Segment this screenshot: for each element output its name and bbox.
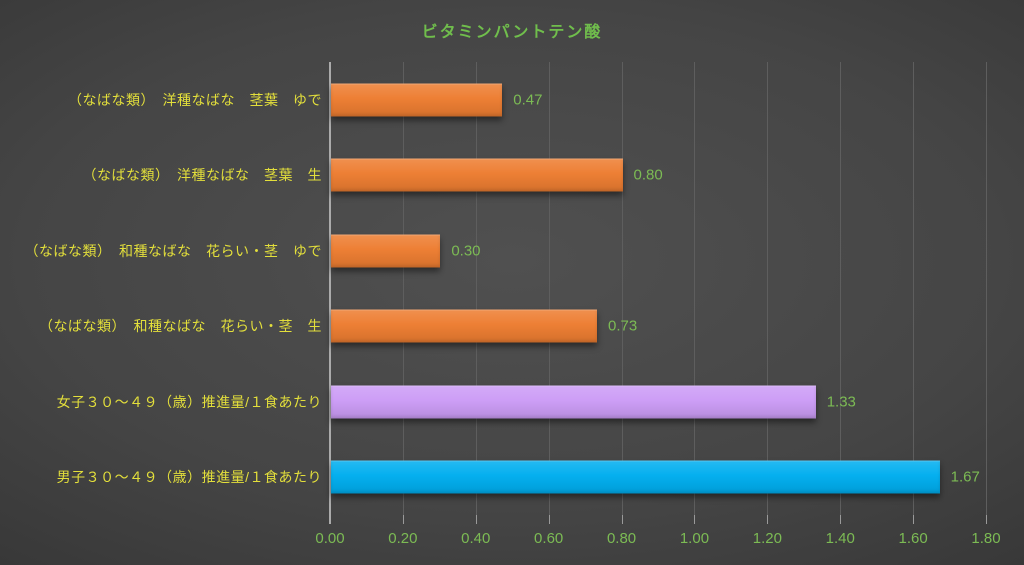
category-label: 男子３０～４９（歳）推進量/１食あたり (56, 469, 322, 486)
value-label: 0.30 (451, 242, 481, 260)
x-tick-label: 0.40 (461, 530, 491, 547)
gridline (548, 62, 550, 515)
value-label: 0.80 (633, 166, 663, 184)
value-label: 1.33 (826, 393, 856, 411)
category-label: 女子３０～４９（歳）推進量/１食あたり (56, 393, 322, 410)
axis-tick (548, 515, 550, 524)
category-label: （なばな類） 和種なばな 花らい・茎 生 (39, 318, 322, 335)
bar-gradient-overlay (331, 83, 503, 117)
gridline (475, 62, 477, 515)
category-label: （なばな類） 洋種なばな 茎葉 ゆで (68, 91, 322, 108)
bar-gradient-overlay (331, 309, 598, 343)
x-tick-label: 0.00 (315, 530, 345, 547)
axis-tick (913, 515, 915, 524)
category-label: （なばな類） 洋種なばな 茎葉 生 (82, 167, 322, 184)
x-tick-label: 1.40 (825, 530, 855, 547)
gridline (402, 62, 404, 515)
chart-title: ビタミンパントテン酸 (421, 24, 603, 41)
bar (331, 234, 441, 268)
axis-tick (767, 515, 769, 524)
bar-gradient-overlay (331, 385, 816, 419)
gridline (621, 62, 623, 515)
gridline (913, 62, 915, 515)
axis-tick (840, 515, 842, 524)
x-tick-label: 0.20 (388, 530, 418, 547)
bar (331, 158, 623, 192)
x-tick-label: 1.60 (898, 530, 928, 547)
value-label: 0.73 (608, 317, 638, 335)
x-tick-label: 0.80 (606, 530, 637, 547)
category-label: （なばな類） 和種なばな 花らい・茎 ゆで (24, 242, 322, 259)
x-tick-label: 1.00 (679, 530, 710, 547)
bar (331, 460, 940, 494)
gridline (767, 62, 769, 515)
bar-gradient-overlay (331, 234, 441, 268)
bar (331, 385, 816, 419)
axis-tick (986, 515, 987, 524)
axis-tick (402, 515, 404, 524)
bar (331, 309, 598, 343)
bar (331, 83, 503, 117)
bar-gradient-overlay (331, 460, 940, 494)
value-label: 0.47 (513, 91, 543, 109)
axis-tick (621, 515, 623, 524)
gridline (986, 62, 987, 515)
gridline (694, 62, 696, 515)
x-tick-label: 1.20 (752, 530, 782, 547)
axis-tick (694, 515, 696, 524)
x-tick-label: 1.80 (971, 530, 1001, 547)
value-label: 1.67 (950, 468, 980, 486)
gridline (840, 62, 842, 515)
value-axis-line (329, 62, 331, 524)
axis-tick (475, 515, 477, 524)
bar-gradient-overlay (331, 158, 623, 192)
x-tick-label: 0.60 (534, 530, 564, 547)
